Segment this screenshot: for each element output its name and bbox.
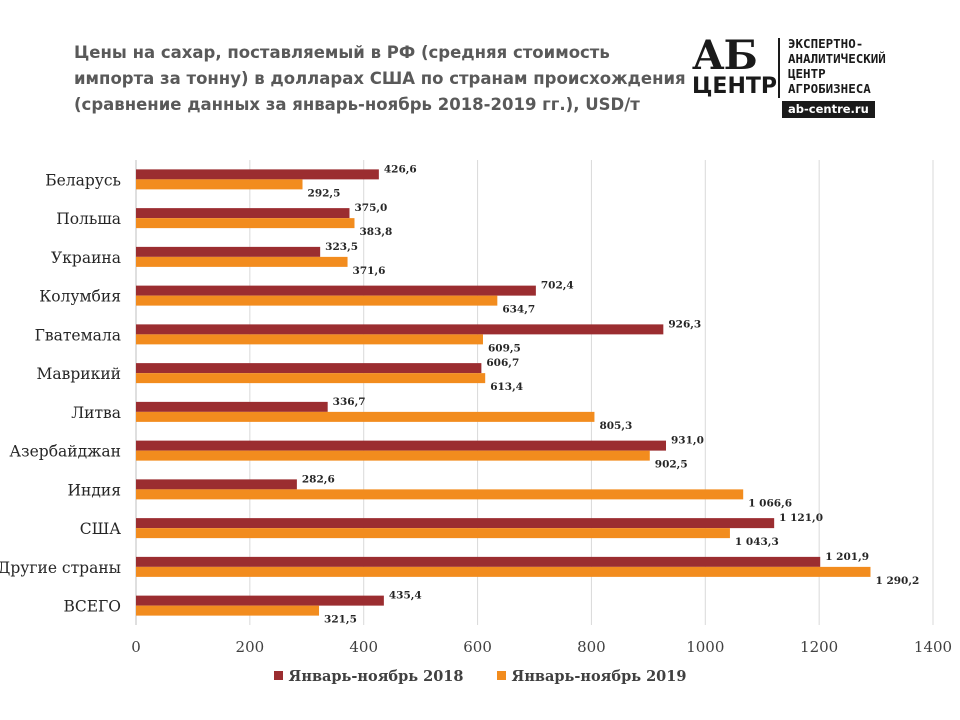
data-label-2018: 323,5	[325, 241, 358, 253]
x-tick-label: 600	[463, 638, 492, 656]
y-category-label: Маврикий	[37, 365, 121, 383]
logo-tagline-line-3: ЦЕНТР	[788, 66, 826, 81]
x-tick-label: 200	[236, 638, 265, 656]
data-label-2019: 805,3	[599, 420, 632, 432]
x-tick-label: 1000	[686, 638, 724, 656]
data-label-2019: 634,7	[502, 304, 535, 316]
data-label-2018: 426,6	[384, 163, 417, 175]
data-label-2018: 435,4	[389, 590, 422, 602]
bar-2019	[136, 295, 498, 306]
data-label-2019: 902,5	[655, 459, 688, 471]
logo-website: ab-centre.ru	[782, 101, 875, 118]
title-line-1: Цены на сахар, поставляемый в РФ (средня…	[74, 43, 610, 62]
x-tick-label: 800	[577, 638, 606, 656]
bar-2019	[136, 566, 871, 577]
chart-title: Цены на сахар, поставляемый в РФ (средня…	[74, 40, 686, 118]
data-label-2018: 282,6	[302, 473, 335, 485]
bar-2018	[136, 169, 379, 180]
y-category-label: Индия	[67, 481, 121, 499]
data-label-2018: 1 201,9	[825, 551, 869, 563]
x-tick-label: 1200	[800, 638, 838, 656]
bar-2019	[136, 373, 486, 384]
bar-2019	[136, 334, 483, 345]
bar-2019	[136, 450, 650, 461]
y-category-label: Литва	[71, 404, 121, 422]
data-label-2019: 1 290,2	[875, 575, 919, 587]
x-tick-label: 400	[349, 638, 378, 656]
legend-swatch-2018	[273, 671, 283, 680]
logo-centr-text: ЦЕНТР	[692, 74, 777, 99]
bar-2018	[136, 285, 536, 296]
ab-centre-logo: АБ ЦЕНТР ЭКСПЕРТНО- АНАЛИТИЧЕСКИЙ ЦЕНТР …	[690, 36, 940, 122]
y-category-label: Колумбия	[39, 288, 121, 306]
data-label-2019: 613,4	[490, 381, 523, 393]
bar-2018	[136, 479, 297, 490]
y-category-label: Польша	[56, 210, 121, 228]
bar-2018	[136, 518, 775, 529]
logo-tagline-line-4: АГРОБИЗНЕСА	[788, 81, 871, 96]
data-label-2019: 371,6	[353, 265, 386, 277]
bar-2019	[136, 411, 595, 422]
bar-2019	[136, 256, 348, 267]
logo-ab-text: АБ	[692, 32, 758, 79]
logo-divider	[778, 38, 780, 98]
bar-2019	[136, 489, 744, 500]
x-tick-label: 1400	[914, 638, 952, 656]
logo-tagline: ЭКСПЕРТНО- АНАЛИТИЧЕСКИЙ ЦЕНТР АГРОБИЗНЕ…	[788, 36, 886, 96]
logo-tagline-line-2: АНАЛИТИЧЕСКИЙ	[788, 51, 886, 66]
legend-item-2019: Январь-ноябрь 2019	[496, 668, 687, 685]
y-category-label: США	[80, 520, 122, 538]
y-category-label: Гватемала	[35, 326, 121, 344]
y-category-label: ВСЕГО	[63, 598, 121, 616]
y-category-label: Украина	[51, 249, 121, 267]
title-line-2: импорта за тонну) в долларах США по стра…	[74, 69, 686, 88]
legend-swatch-2019	[496, 671, 506, 680]
bar-2018	[136, 595, 384, 606]
data-label-2019: 292,5	[308, 187, 341, 199]
chart-legend: Январь-ноябрь 2018 Январь-ноябрь 2019	[0, 668, 960, 685]
legend-label-2018: Январь-ноябрь 2018	[288, 668, 464, 685]
bar-2019	[136, 605, 320, 616]
data-label-2019: 321,5	[324, 614, 357, 626]
y-category-label: Другие страны	[0, 559, 121, 577]
x-tick-label: 0	[131, 638, 141, 656]
bar-2019	[136, 528, 730, 539]
data-label-2018: 336,7	[333, 396, 366, 408]
bar-2019	[136, 218, 355, 229]
data-label-2019: 1 043,3	[735, 536, 779, 548]
data-label-2018: 606,7	[486, 357, 519, 369]
bar-2019	[136, 179, 303, 190]
data-label-2019: 609,5	[488, 342, 521, 354]
legend-item-2018: Январь-ноябрь 2018	[273, 668, 464, 685]
y-category-label: Азербайджан	[9, 443, 121, 461]
bar-2018	[136, 363, 482, 374]
data-label-2019: 1 066,6	[748, 497, 792, 509]
bar-2018	[136, 208, 350, 219]
bar-2018	[136, 401, 328, 412]
title-line-3: (сравнение данных за январь-ноябрь 2018-…	[74, 95, 640, 114]
y-category-label: Беларусь	[45, 171, 121, 189]
data-label-2018: 931,0	[671, 435, 704, 447]
bar-2018	[136, 556, 821, 567]
bar-2018	[136, 246, 321, 257]
bar-2018	[136, 324, 664, 335]
data-label-2018: 375,0	[354, 202, 387, 214]
data-label-2018: 926,3	[668, 318, 701, 330]
data-label-2018: 1 121,0	[779, 512, 823, 524]
bar-2018	[136, 440, 667, 451]
data-label-2019: 383,8	[359, 226, 392, 238]
legend-label-2019: Январь-ноябрь 2019	[511, 668, 687, 685]
logo-tagline-line-1: ЭКСПЕРТНО-	[788, 36, 864, 51]
data-label-2018: 702,4	[541, 280, 574, 292]
